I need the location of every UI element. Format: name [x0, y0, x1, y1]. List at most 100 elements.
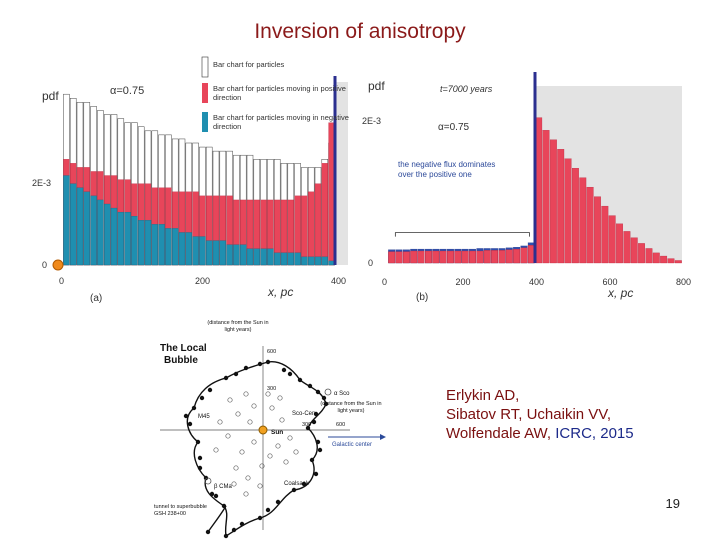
bar-positive	[652, 252, 660, 264]
bubble-boundary-star	[305, 425, 311, 431]
bubble-interior-star	[243, 491, 249, 497]
chart-a-xlabel: x, pc	[267, 285, 293, 299]
bar-negative	[172, 228, 179, 266]
bubble-boundary-star	[309, 457, 315, 463]
bubble-boundary-star	[265, 359, 271, 365]
chart-b-annotation: the negative flux dominates over the pos…	[398, 160, 496, 179]
bar-positive	[498, 250, 506, 264]
origin-marker	[52, 259, 64, 271]
bubble-boundary-star	[307, 383, 313, 389]
bar-negative	[253, 248, 260, 266]
bar-positive	[395, 251, 403, 264]
map-stars	[183, 359, 329, 539]
bubble-boundary-star	[197, 455, 203, 461]
bubble-boundary-star	[311, 419, 317, 425]
citation: Erlykin AD, Sibatov RT, Uchaikin VV, Wol…	[446, 386, 634, 443]
bar-negative	[308, 256, 315, 266]
chart-a-ylabel: pdf	[42, 89, 59, 103]
bar-positive	[542, 130, 550, 264]
bar-positive	[630, 237, 638, 264]
sco-cen-label: Sco-Cen	[292, 411, 315, 417]
alpha-sco-marker	[324, 388, 332, 396]
page-title: Inversion of anisotropy	[254, 20, 466, 43]
bubble-interior-star	[213, 447, 219, 453]
bubble-boundary-star	[195, 439, 201, 445]
bubble-interior-star	[243, 391, 249, 397]
bubble-boundary-star	[257, 515, 263, 521]
bar-negative	[260, 248, 267, 266]
bar-negative	[206, 240, 213, 266]
legend-swatch-total	[201, 56, 209, 78]
bar-positive	[667, 258, 675, 264]
dist-600b-label: 600	[336, 422, 345, 428]
bubble-boundary-star	[207, 387, 213, 393]
bubble-interior-star	[293, 449, 299, 455]
bar-negative	[138, 220, 145, 266]
bar-positive	[410, 250, 418, 264]
bar-positive	[308, 191, 315, 266]
chart-b-xtick: 0	[382, 277, 387, 287]
bar-positive	[564, 158, 572, 264]
bar-negative	[117, 211, 124, 266]
bubble-boundary-star	[209, 491, 215, 497]
bar-positive	[417, 250, 425, 264]
bar-negative	[246, 248, 254, 266]
citation-conference: ICRC, 2015	[555, 425, 634, 442]
bar-positive	[432, 250, 440, 264]
bubble-interior-star	[235, 411, 241, 417]
bubble-boundary-star	[213, 493, 219, 499]
bar-positive	[623, 231, 631, 264]
bar-negative	[240, 244, 247, 266]
bar-positive	[425, 250, 432, 264]
bar-positive	[557, 149, 565, 264]
bar-positive	[321, 163, 328, 266]
bubble-title-1: The Local	[160, 343, 207, 354]
citation-line-1: Erlykin AD,	[446, 387, 520, 404]
chart-panel-b: pdf t=7000 years α=0.75 the negative flu…	[362, 72, 691, 303]
bubble-boundary-star	[203, 475, 209, 481]
bar-positive	[608, 215, 616, 264]
bubble-boundary-star	[287, 371, 293, 377]
bar-negative	[104, 203, 111, 266]
bar-negative	[219, 240, 226, 266]
bar-negative	[212, 240, 220, 266]
bar-negative	[199, 236, 206, 266]
bar-negative	[83, 191, 90, 266]
bubble-boundary-star	[297, 377, 303, 383]
bar-negative	[267, 248, 274, 266]
bubble-title-2: Bubble	[164, 355, 198, 366]
bar-negative	[294, 252, 301, 266]
bar-positive	[314, 183, 322, 266]
bar-positive	[469, 250, 476, 264]
chart-b-xtick: 200	[456, 277, 471, 287]
bar-negative	[70, 183, 77, 266]
bubble-boundary-star	[301, 481, 307, 487]
bar-negative	[280, 252, 288, 266]
bubble-boundary-star	[265, 507, 271, 513]
dist-300b-label: 300	[302, 422, 311, 428]
bar-positive	[461, 250, 469, 264]
bubble-boundary-star	[257, 361, 263, 367]
bubble-interior-star	[231, 481, 237, 487]
bubble-interior-star	[251, 439, 257, 445]
bubble-boundary-star	[205, 529, 211, 535]
chart-b-xlabel: x, pc	[607, 286, 633, 300]
bar-positive	[491, 250, 499, 264]
dist-300-label: 300	[267, 386, 276, 392]
bar-negative	[110, 207, 118, 266]
chart-b-ytick-1: 2E-3	[362, 116, 381, 126]
chart-a-panel-label: (a)	[90, 293, 102, 304]
chart-a-xtick: 200	[195, 276, 210, 286]
bar-positive	[616, 223, 623, 264]
chart-a-xtick: 0	[59, 276, 64, 286]
bar-positive	[579, 177, 587, 264]
legend-label-positive: Bar chart for particles moving in positi…	[213, 84, 346, 102]
galactic-center-arrowhead	[380, 434, 386, 440]
coalsack-label: Coalsack	[284, 481, 310, 487]
bar-positive	[674, 260, 682, 264]
sun-marker	[258, 425, 268, 435]
bar-positive	[483, 250, 491, 264]
citation-line-2: Sibatov RT, Uchaikin VV,	[446, 406, 612, 423]
bar-negative	[158, 224, 165, 266]
bar-positive	[586, 186, 594, 264]
